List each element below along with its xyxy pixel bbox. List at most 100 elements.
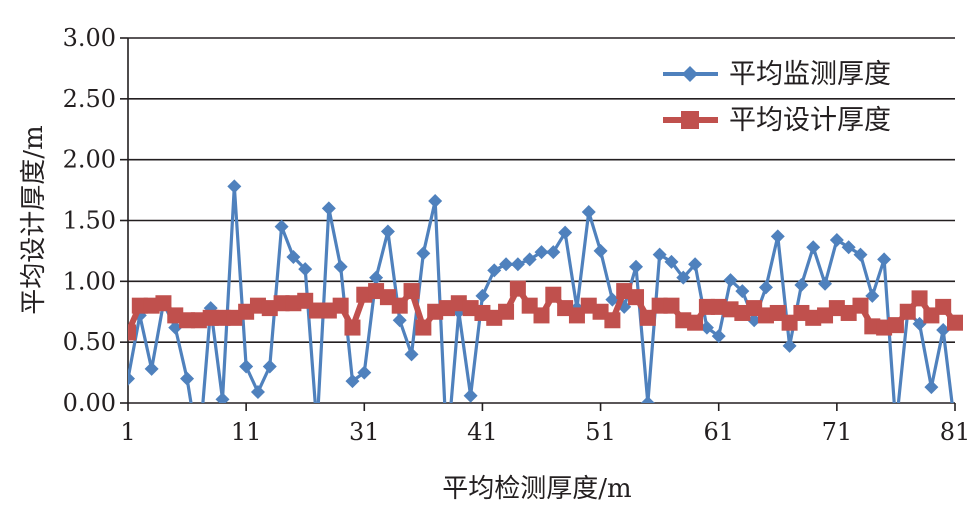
data-point bbox=[853, 247, 868, 262]
data-point bbox=[440, 445, 454, 459]
data-point bbox=[392, 313, 407, 328]
data-point bbox=[688, 257, 703, 272]
data-point bbox=[829, 232, 844, 247]
data-point bbox=[345, 374, 360, 389]
data-point bbox=[841, 240, 856, 255]
data-point bbox=[758, 280, 773, 295]
data-point bbox=[168, 320, 183, 335]
y-tick-labels: 0.00 0.50 1.00 1.50 2.00 2.50 3.00 bbox=[63, 24, 116, 417]
data-point bbox=[369, 270, 384, 285]
data-point bbox=[676, 270, 691, 285]
data-point bbox=[546, 245, 561, 260]
data-point bbox=[522, 252, 537, 267]
data-point bbox=[947, 314, 963, 331]
x-tick-labels: 1 11 31 41 51 61 71 81 bbox=[120, 403, 970, 446]
x-tick-label: 11 bbox=[231, 418, 262, 446]
data-point bbox=[747, 313, 762, 328]
data-point bbox=[852, 297, 869, 314]
x-tick-label: 51 bbox=[585, 418, 616, 446]
y-tick-label: 3.00 bbox=[63, 24, 116, 52]
data-point bbox=[640, 396, 655, 403]
x-tick-label: 41 bbox=[467, 418, 498, 446]
series bbox=[128, 179, 963, 459]
x-tick-label: 81 bbox=[940, 418, 971, 446]
data-point bbox=[344, 319, 361, 336]
data-point bbox=[192, 445, 206, 459]
data-point bbox=[510, 257, 525, 272]
data-point bbox=[723, 273, 738, 288]
data-point bbox=[604, 312, 621, 329]
legend-item-monitor: 平均监测厚度 bbox=[663, 59, 891, 90]
data-point bbox=[663, 297, 680, 314]
data-point bbox=[887, 317, 904, 334]
data-point bbox=[286, 250, 301, 264]
data-point bbox=[534, 245, 549, 260]
x-tick-label: 71 bbox=[822, 418, 853, 446]
x-tick-label: 61 bbox=[703, 418, 734, 446]
data-point bbox=[794, 277, 809, 292]
data-point bbox=[250, 385, 265, 400]
data-point bbox=[912, 316, 927, 331]
data-point bbox=[499, 257, 514, 272]
data-point bbox=[533, 307, 550, 324]
data-point bbox=[357, 365, 372, 380]
data-point bbox=[463, 388, 478, 403]
data-point bbox=[155, 295, 172, 312]
series-design bbox=[128, 280, 963, 341]
data-point bbox=[128, 371, 135, 386]
legend-item-design: 平均设计厚度 bbox=[663, 105, 891, 136]
data-point bbox=[274, 219, 289, 234]
data-point bbox=[865, 288, 880, 303]
data-point bbox=[652, 247, 667, 262]
data-point bbox=[333, 259, 348, 274]
data-point bbox=[391, 297, 408, 314]
data-point bbox=[404, 347, 419, 362]
data-point bbox=[298, 262, 313, 277]
x-tick-label: 31 bbox=[349, 418, 380, 446]
data-point bbox=[699, 320, 714, 335]
data-point bbox=[735, 284, 750, 299]
y-tick-label: 2.00 bbox=[63, 146, 116, 174]
y-tick-label: 0.50 bbox=[63, 328, 116, 356]
data-point bbox=[664, 254, 679, 269]
data-point bbox=[416, 246, 431, 261]
data-point bbox=[770, 229, 785, 244]
data-point bbox=[711, 329, 726, 344]
data-point bbox=[128, 324, 136, 341]
legend-label-design: 平均设计厚度 bbox=[729, 105, 891, 136]
data-point bbox=[628, 289, 645, 306]
y-tick-label: 1.50 bbox=[63, 207, 116, 235]
gridlines bbox=[120, 37, 955, 404]
data-point bbox=[639, 309, 656, 326]
data-point bbox=[332, 297, 349, 314]
data-point bbox=[593, 243, 608, 258]
data-point bbox=[227, 179, 242, 194]
data-point bbox=[321, 201, 336, 216]
legend-label-monitor: 平均监测厚度 bbox=[729, 59, 891, 90]
data-point bbox=[428, 194, 443, 209]
data-point bbox=[403, 283, 420, 300]
y-tick-label: 2.50 bbox=[63, 85, 116, 113]
data-point bbox=[581, 204, 596, 219]
data-point bbox=[545, 286, 562, 303]
data-point bbox=[262, 359, 277, 374]
data-point bbox=[509, 280, 526, 297]
data-point bbox=[380, 224, 395, 239]
x-axis-label: 平均检测厚度/m bbox=[442, 474, 631, 504]
x-tick-label: 1 bbox=[120, 418, 135, 446]
data-point bbox=[558, 225, 573, 240]
y-tick-label: 0.00 bbox=[63, 389, 116, 417]
data-point bbox=[629, 259, 644, 274]
data-point bbox=[911, 290, 928, 307]
data-point bbox=[180, 371, 195, 386]
data-point bbox=[415, 319, 432, 336]
data-point bbox=[936, 323, 951, 337]
data-point bbox=[239, 359, 254, 374]
data-point bbox=[498, 303, 515, 320]
data-point bbox=[487, 263, 502, 278]
y-tick-label: 1.00 bbox=[63, 267, 116, 295]
data-point bbox=[924, 380, 939, 395]
data-point bbox=[806, 240, 821, 255]
data-point bbox=[215, 392, 230, 403]
